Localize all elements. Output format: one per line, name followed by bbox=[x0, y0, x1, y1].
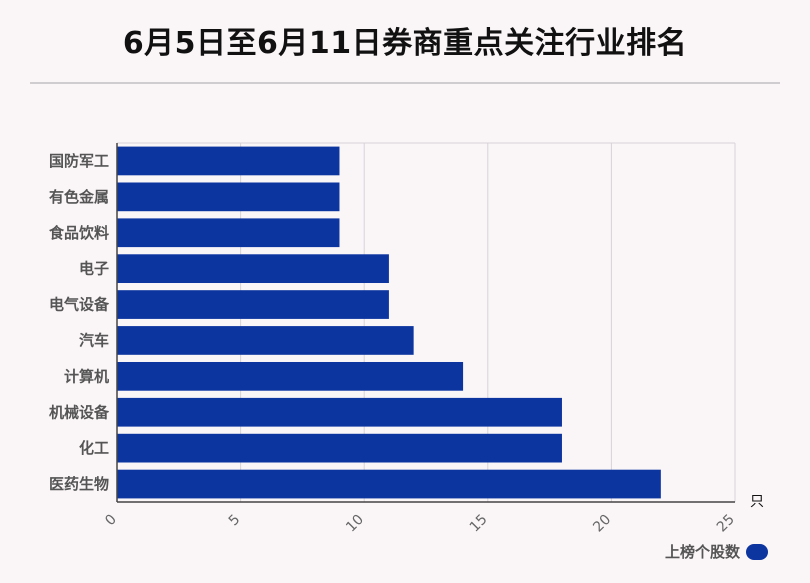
x-tick-label-0: 0 bbox=[102, 512, 120, 530]
bar-8 bbox=[117, 433, 562, 463]
bar-7 bbox=[117, 397, 562, 427]
bars-layer bbox=[117, 146, 661, 499]
category-label-4: 电气设备 bbox=[49, 296, 110, 314]
bar-2 bbox=[117, 218, 340, 248]
title-divider bbox=[30, 82, 780, 84]
x-tick-label-2: 10 bbox=[343, 512, 367, 536]
chart-title: 6月5日至6月11日券商重点关注行业排名 bbox=[122, 26, 688, 61]
bar-3 bbox=[117, 254, 389, 284]
bar-6 bbox=[117, 361, 464, 391]
bar-9 bbox=[117, 469, 661, 499]
x-unit-label: 只 bbox=[750, 494, 764, 510]
category-label-2: 食品饮料 bbox=[49, 224, 109, 242]
x-tick-label-5: 25 bbox=[714, 512, 738, 536]
x-tick-label-1: 5 bbox=[226, 512, 244, 530]
legend: 上榜个股数 bbox=[665, 541, 768, 562]
category-label-7: 机械设备 bbox=[49, 403, 110, 421]
bar-5 bbox=[117, 326, 414, 355]
category-label-5: 汽车 bbox=[79, 331, 109, 349]
bar-1 bbox=[117, 182, 340, 212]
category-label-6: 计算机 bbox=[64, 367, 109, 385]
x-tick-label-3: 15 bbox=[467, 512, 491, 536]
x-tick-label-4: 20 bbox=[590, 512, 614, 536]
category-label-8: 化工 bbox=[79, 439, 109, 457]
bar-0 bbox=[117, 146, 340, 176]
bar-4 bbox=[117, 290, 389, 319]
category-label-3: 电子 bbox=[79, 260, 109, 278]
legend-label: 上榜个股数 bbox=[664, 543, 740, 561]
category-label-9: 医药生物 bbox=[49, 475, 109, 493]
axis-layer bbox=[116, 143, 735, 503]
legend-swatch bbox=[746, 543, 768, 560]
category-label-1: 有色金属 bbox=[49, 188, 109, 206]
category-label-0: 国防军工 bbox=[49, 152, 109, 170]
